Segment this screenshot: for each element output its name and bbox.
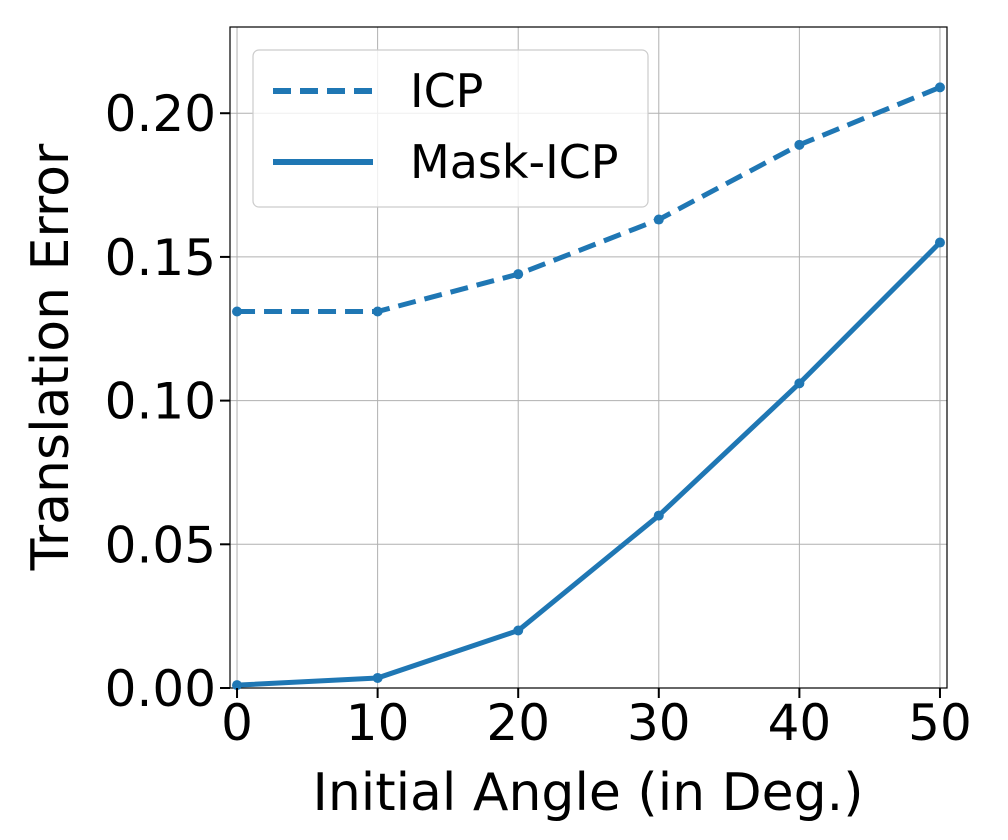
data-point-mask-icp-1 [372,672,383,683]
data-point-mask-icp-4 [794,378,805,389]
x-tick-label-4: 40 [768,694,832,752]
series-group [232,82,945,691]
x-tick-label-3: 30 [627,694,691,752]
data-point-mask-icp-3 [653,510,664,521]
data-point-icp-0 [232,306,243,317]
legend-label-icp: ICP [410,64,483,118]
data-point-mask-icp-5 [934,237,945,248]
y-axis-title: Translation Error [21,143,81,571]
y-tick-label-3: 0.15 [105,229,216,287]
series-line-icp [237,85,941,315]
data-point-icp-2 [513,269,524,280]
x-tick-label-0: 0 [221,694,253,752]
data-point-icp-3 [653,214,664,225]
legend-box [252,49,649,208]
data-point-mask-icp-2 [513,625,524,636]
x-tick-label-2: 20 [486,694,550,752]
data-point-icp-4 [794,139,805,150]
series-line-mask-icp [236,240,942,688]
y-tick-label-2: 0.10 [105,373,216,431]
data-point-mask-icp-0 [232,680,243,691]
y-tick-label-1: 0.05 [105,516,216,574]
legend-label-mask-icp: Mask-ICP [410,135,619,189]
data-point-icp-5 [934,82,945,93]
data-point-icp-1 [372,306,383,317]
y-tick-label-0: 0.00 [105,660,216,718]
axis-ticks: 0 10 20 30 40 50 0.00 0.05 0.10 0.15 0.20 [105,85,972,752]
x-axis-title: Initial Angle (in Deg.) [312,763,863,823]
plot-area-frame [229,26,948,689]
x-tick-label-1: 10 [346,694,410,752]
legend: ICP Mask-ICP [252,49,649,208]
x-tick-label-5: 50 [908,694,972,752]
y-tick-label-4: 0.20 [105,85,216,143]
